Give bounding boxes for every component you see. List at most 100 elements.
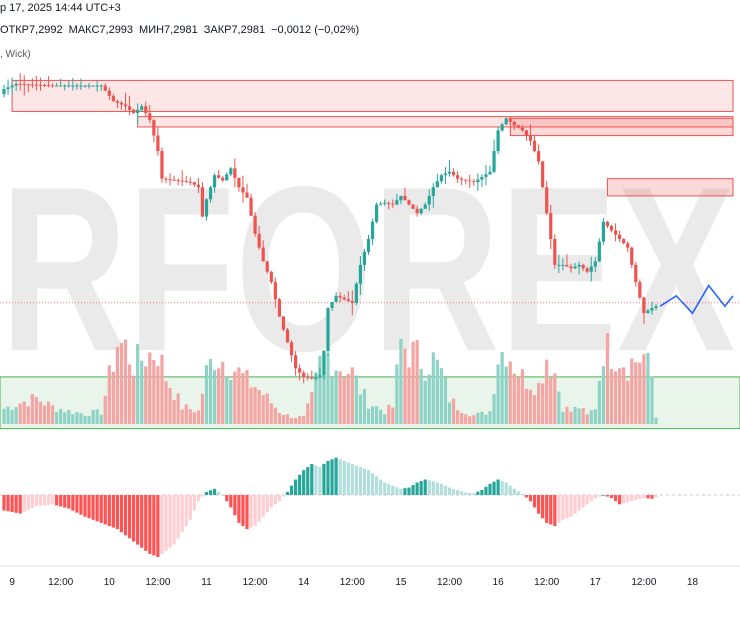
histogram-bar xyxy=(281,495,286,497)
volume-bar xyxy=(577,408,581,424)
histogram-bar xyxy=(273,495,277,505)
histogram-bar xyxy=(2,495,6,511)
histogram-bar xyxy=(10,495,14,513)
candle-body xyxy=(306,376,310,378)
histogram-bar xyxy=(354,465,358,495)
histogram-bar xyxy=(646,495,650,499)
candle-body xyxy=(573,266,577,269)
volume-bar xyxy=(350,367,354,424)
histogram-bar xyxy=(557,495,561,523)
histogram-bar xyxy=(140,495,144,548)
histogram-bar xyxy=(136,495,140,545)
candle-body xyxy=(650,307,654,311)
volume-bar xyxy=(192,412,196,424)
volume-bar xyxy=(399,338,403,424)
volume-bar xyxy=(87,416,91,424)
volume-bar xyxy=(585,414,589,424)
volume-bar xyxy=(528,389,533,424)
volume-bar xyxy=(160,354,164,424)
volume-bar xyxy=(435,359,439,424)
candle-body xyxy=(200,187,205,217)
volume-bar xyxy=(310,392,314,424)
volume-bar xyxy=(322,354,326,424)
candle-body xyxy=(237,177,241,188)
header-ohlc: ОТКР7,2992 МАКС7,2993 МИН7,2981 ЗАКР7,2981−… xyxy=(0,24,365,36)
candle-body xyxy=(144,106,148,114)
candle-body xyxy=(217,175,221,178)
volume-bar xyxy=(184,404,188,424)
volume-bar xyxy=(99,414,103,424)
x-axis-label: 11 xyxy=(201,577,212,588)
volume-bar xyxy=(403,348,407,424)
x-axis-label: 12:00 xyxy=(145,577,170,588)
volume-bar xyxy=(123,339,128,424)
volume-bar xyxy=(298,416,302,424)
volume-bar xyxy=(6,406,10,424)
volume-bar xyxy=(164,381,168,424)
volume-bar xyxy=(34,397,38,424)
volume-bar xyxy=(152,359,156,424)
volume-bar xyxy=(91,410,95,424)
candle-body xyxy=(168,179,172,181)
histogram-bar xyxy=(6,495,10,512)
volume-bar xyxy=(26,406,30,424)
histogram-bar xyxy=(484,486,488,495)
histogram-bar xyxy=(221,495,225,496)
histogram-bar xyxy=(537,495,541,514)
candle-body xyxy=(55,85,59,87)
volume-bar xyxy=(565,406,569,424)
candle-body xyxy=(613,230,618,235)
histogram-bar xyxy=(160,495,164,554)
histogram-bar xyxy=(451,488,456,495)
candle-body xyxy=(38,84,43,86)
candle-body xyxy=(427,195,431,205)
histogram-bar xyxy=(103,495,107,525)
candle-body xyxy=(480,176,484,180)
volume-bar xyxy=(593,409,597,424)
histogram-bar xyxy=(156,495,160,557)
candle-body xyxy=(298,368,302,373)
histogram-bar xyxy=(46,495,51,505)
candle-body xyxy=(472,181,476,183)
candle-body xyxy=(593,261,597,267)
candle-body xyxy=(318,375,322,377)
histogram-bar xyxy=(541,495,545,519)
histogram-bar xyxy=(362,468,367,495)
candle-body xyxy=(532,140,537,152)
x-axis-label: 10 xyxy=(104,577,116,588)
candle-body xyxy=(528,135,533,141)
candle-body xyxy=(407,200,411,205)
histogram-bar xyxy=(593,495,597,499)
histogram-bar xyxy=(285,491,290,495)
volume-bar xyxy=(504,366,508,424)
candle-body xyxy=(516,125,520,128)
volume-bar xyxy=(601,366,605,424)
candle-body xyxy=(415,208,419,214)
histogram-bar xyxy=(609,495,614,499)
candle-body xyxy=(419,208,423,214)
candle-body xyxy=(460,178,464,180)
candle-body xyxy=(447,171,452,174)
volume-bar xyxy=(294,418,298,424)
candle-body xyxy=(2,89,6,95)
candle-body xyxy=(375,204,379,222)
volume-bar xyxy=(55,411,59,424)
candle-body xyxy=(213,175,217,188)
ohlc-low: МИН7,2981 xyxy=(139,24,198,36)
x-axis-label: 12:00 xyxy=(48,577,73,588)
candle-body xyxy=(103,85,107,91)
histogram-bar xyxy=(545,495,549,523)
volume-bar xyxy=(492,394,496,424)
candle-body xyxy=(241,187,245,193)
volume-bar xyxy=(67,409,71,424)
candle-body xyxy=(269,271,273,283)
volume-bar xyxy=(127,364,132,424)
candle-body xyxy=(196,184,200,188)
volume-bar xyxy=(253,387,257,424)
candle-body xyxy=(484,174,488,177)
histogram-bar xyxy=(217,491,221,495)
histogram-bar xyxy=(350,464,354,495)
volume-bar xyxy=(613,371,618,424)
x-axis-label: 16 xyxy=(493,577,505,588)
